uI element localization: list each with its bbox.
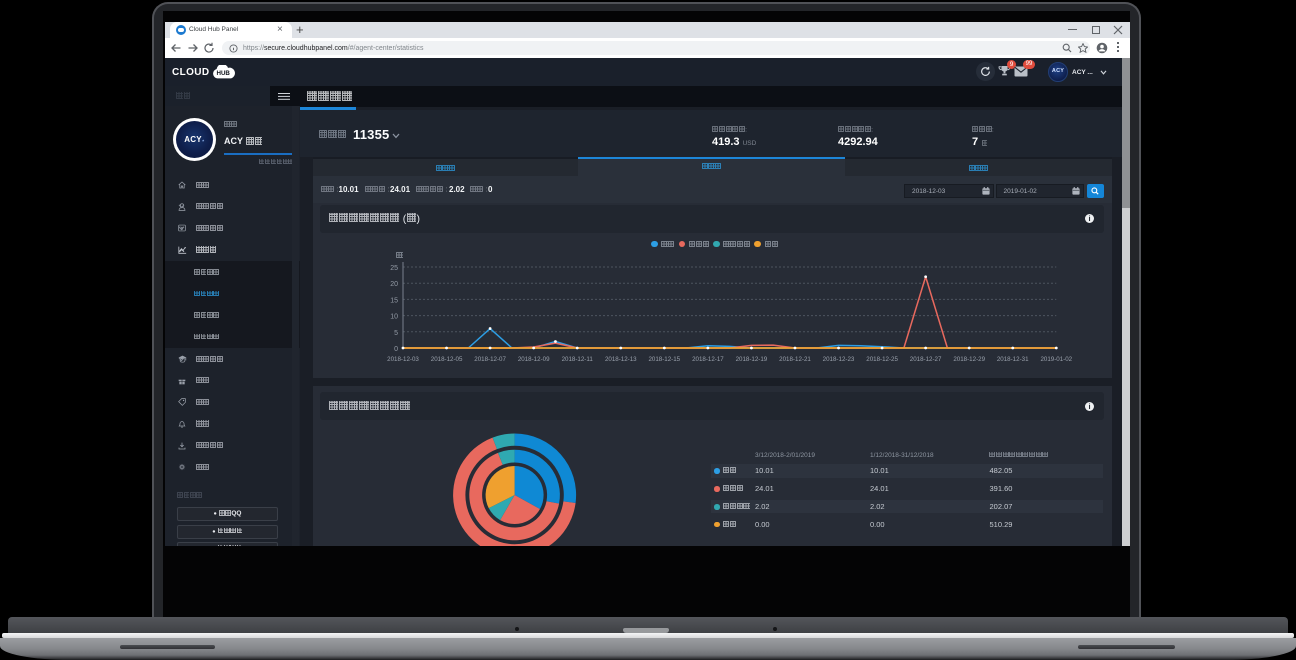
svg-text:25: 25	[390, 265, 398, 272]
svg-text:5: 5	[394, 330, 398, 337]
svg-text:HUB: HUB	[216, 70, 230, 77]
svg-text:15: 15	[390, 297, 398, 304]
svg-text:10: 10	[390, 314, 398, 321]
svg-text:20: 20	[390, 281, 398, 288]
svg-text:0: 0	[394, 346, 398, 353]
